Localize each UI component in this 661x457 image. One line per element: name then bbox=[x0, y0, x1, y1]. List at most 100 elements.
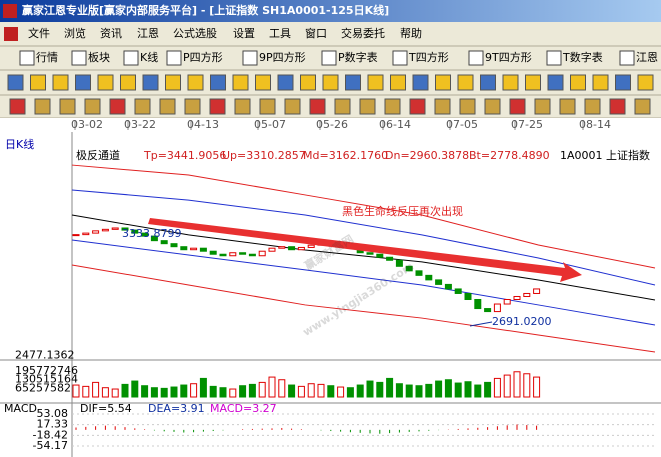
toolbar-button[interactable]: P数字表 bbox=[338, 50, 378, 64]
toolbar-icon[interactable] bbox=[84, 98, 101, 115]
toolbar-icon[interactable] bbox=[345, 74, 361, 91]
toolbar-icon[interactable] bbox=[637, 74, 654, 91]
toolbar-icon[interactable] bbox=[97, 74, 114, 91]
toolbar-icon[interactable] bbox=[210, 74, 226, 91]
toolbar-icon[interactable] bbox=[277, 74, 294, 91]
menu-item[interactable]: 帮助 bbox=[400, 26, 422, 40]
menu-item[interactable]: 交易委托 bbox=[341, 26, 385, 40]
candle bbox=[464, 292, 472, 301]
volume-bar bbox=[376, 381, 384, 398]
toolbar-icon[interactable] bbox=[9, 98, 26, 115]
toolbar-icon[interactable] bbox=[120, 74, 136, 91]
toolbar-icon[interactable] bbox=[242, 50, 258, 66]
high-label: 3333.8799 bbox=[122, 227, 182, 240]
toolbar-icon[interactable] bbox=[334, 98, 351, 115]
candle bbox=[425, 274, 433, 281]
toolbar-icon[interactable] bbox=[392, 50, 408, 66]
toolbar-button[interactable]: P四方形 bbox=[183, 50, 223, 64]
toolbar-icon[interactable] bbox=[75, 74, 91, 91]
toolbar-icon[interactable] bbox=[384, 98, 401, 115]
toolbar-icon[interactable] bbox=[255, 74, 271, 91]
toolbar-icon[interactable] bbox=[615, 74, 631, 91]
toolbar-icon[interactable] bbox=[284, 98, 301, 115]
toolbar-icon[interactable] bbox=[187, 74, 204, 91]
toolbar-icon[interactable] bbox=[52, 74, 69, 91]
toolbar-icon[interactable] bbox=[109, 98, 126, 115]
toolbar-icon[interactable] bbox=[359, 98, 376, 115]
indicator-param: Md=3162.1760 bbox=[303, 149, 388, 162]
toolbar-icon[interactable] bbox=[259, 98, 276, 115]
toolbar-icon[interactable] bbox=[232, 74, 249, 91]
menu-item[interactable]: 资讯 bbox=[100, 27, 122, 40]
toolbar-button[interactable]: 板块 bbox=[88, 50, 110, 64]
toolbar-icon[interactable] bbox=[468, 50, 484, 66]
toolbar-icon[interactable] bbox=[457, 74, 474, 91]
menu-item[interactable]: 浏览 bbox=[64, 26, 86, 40]
toolbar-icon[interactable] bbox=[7, 74, 24, 91]
candle bbox=[239, 252, 247, 255]
menu-item[interactable]: 窗口 bbox=[305, 26, 327, 40]
toolbar-icon[interactable] bbox=[34, 98, 51, 115]
toolbar-icon[interactable] bbox=[459, 98, 476, 115]
toolbar-button[interactable]: 9P四方形 bbox=[259, 50, 306, 64]
toolbar-icon[interactable] bbox=[166, 50, 182, 66]
menu-item[interactable]: 江恩 bbox=[137, 27, 159, 40]
toolbar-icon[interactable] bbox=[609, 98, 626, 115]
toolbar-icon[interactable] bbox=[412, 74, 429, 91]
toolbar-icon[interactable] bbox=[59, 98, 76, 115]
volume-bar bbox=[229, 388, 237, 398]
toolbar-icon[interactable] bbox=[390, 74, 406, 91]
macd-dea: DEA=3.91 bbox=[148, 402, 205, 415]
menu-item[interactable]: 公式选股 bbox=[173, 27, 217, 40]
toolbar-icon[interactable] bbox=[309, 98, 326, 115]
toolbar-icon[interactable] bbox=[570, 74, 586, 91]
toolbar-icon[interactable] bbox=[367, 74, 384, 91]
toolbar-icon[interactable] bbox=[584, 98, 601, 115]
toolbar-icon[interactable] bbox=[546, 50, 562, 66]
toolbar-icon[interactable] bbox=[142, 74, 159, 91]
toolbar-icon[interactable] bbox=[409, 98, 426, 115]
toolbar-icon[interactable] bbox=[534, 98, 551, 115]
toolbar-icon[interactable] bbox=[300, 74, 316, 91]
toolbar-icon[interactable] bbox=[134, 98, 151, 115]
toolbar-icon[interactable] bbox=[165, 74, 181, 91]
toolbar-icon[interactable] bbox=[435, 74, 451, 91]
toolbar-icon[interactable] bbox=[480, 74, 496, 91]
toolbar-button[interactable]: 江恩 bbox=[636, 51, 658, 64]
volume-bar bbox=[199, 377, 207, 398]
toolbar-icon[interactable] bbox=[30, 74, 46, 91]
toolbar-icon[interactable] bbox=[559, 98, 576, 115]
toolbar-button[interactable]: 行情 bbox=[36, 51, 58, 64]
toolbar-button[interactable]: 9T四方形 bbox=[485, 50, 532, 64]
volume-bar bbox=[141, 385, 149, 398]
toolbar-button[interactable]: K线 bbox=[140, 50, 158, 64]
toolbar-icon[interactable] bbox=[592, 74, 609, 91]
toolbar-button[interactable]: T四方形 bbox=[408, 50, 449, 64]
date-label: 06-14 bbox=[379, 118, 411, 131]
toolbar-icon[interactable] bbox=[509, 98, 526, 115]
volume-bar bbox=[278, 379, 286, 398]
toolbar-icon[interactable] bbox=[502, 74, 519, 91]
toolbar-icon[interactable] bbox=[184, 98, 201, 115]
toolbar-icon[interactable] bbox=[19, 50, 35, 66]
toolbar-icon[interactable] bbox=[209, 98, 226, 115]
toolbar-icon[interactable] bbox=[322, 74, 339, 91]
toolbar-icon[interactable] bbox=[634, 98, 651, 115]
macd-value: MACD=3.27 bbox=[210, 402, 277, 415]
toolbar-button[interactable]: T数字表 bbox=[562, 50, 603, 64]
toolbar-icon[interactable] bbox=[525, 74, 541, 91]
indicator-name: 极反通道 bbox=[76, 148, 120, 162]
toolbar-icon[interactable] bbox=[434, 98, 451, 115]
toolbar-icon[interactable] bbox=[71, 50, 87, 66]
menu-item[interactable]: 文件 bbox=[28, 26, 50, 40]
menu-item[interactable]: 设置 bbox=[233, 27, 255, 40]
toolbar-icon[interactable] bbox=[234, 98, 251, 115]
toolbar-icon[interactable] bbox=[123, 50, 139, 66]
toolbar-icon[interactable] bbox=[619, 50, 635, 66]
candle bbox=[405, 265, 413, 272]
toolbar-icon[interactable] bbox=[321, 50, 337, 66]
menu-item[interactable]: 工具 bbox=[269, 27, 291, 40]
toolbar-icon[interactable] bbox=[547, 74, 564, 91]
toolbar-icon[interactable] bbox=[484, 98, 501, 115]
toolbar-icon[interactable] bbox=[159, 98, 176, 115]
